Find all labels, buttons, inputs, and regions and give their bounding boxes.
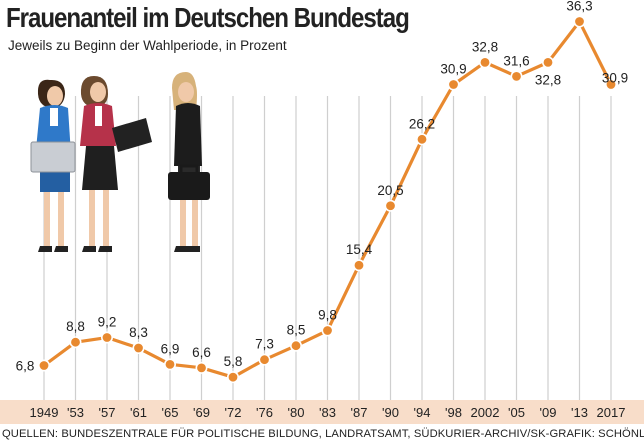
x-tick-label: '61 [130, 405, 147, 420]
x-tick-label: 1949 [30, 405, 59, 420]
data-point [321, 324, 334, 337]
data-point [101, 331, 114, 344]
data-point [573, 15, 586, 28]
x-tick-label: '94 [414, 405, 431, 420]
data-label: 7,3 [255, 337, 274, 352]
data-label: 6,8 [16, 359, 35, 374]
businesswoman-with-briefcase-icon [168, 72, 210, 252]
x-tick-label: '13 [571, 405, 588, 420]
x-tick-label: '09 [540, 405, 557, 420]
x-tick-label: '87 [351, 405, 368, 420]
data-points [37, 15, 617, 384]
data-point [37, 359, 50, 372]
data-point [289, 339, 302, 352]
x-tick-label: '76 [256, 405, 273, 420]
data-label: 5,8 [224, 354, 243, 369]
x-tick-label: '57 [99, 405, 116, 420]
x-tick-label: '69 [193, 405, 210, 420]
data-point [258, 353, 271, 366]
x-tick-label: '98 [445, 405, 462, 420]
data-point [415, 133, 428, 146]
data-label: 20,5 [377, 183, 403, 198]
businesswoman-with-tablet-icon [80, 76, 152, 252]
data-label: 9,8 [318, 308, 337, 323]
x-tick-label: 2017 [597, 405, 626, 420]
x-tick-label: 2002 [471, 405, 500, 420]
data-point [352, 259, 365, 272]
businesswomen-illustration [30, 72, 210, 252]
x-tick-label: '53 [67, 405, 84, 420]
x-axis-band [0, 400, 644, 424]
data-point [604, 78, 617, 91]
x-tick-label: '72 [225, 405, 242, 420]
data-label: 36,3 [566, 0, 592, 14]
x-tick-labels: 1949 '53 '57 '61 '65 '69 '72 '76 '80 '83 '87 '90 '94… [30, 405, 626, 420]
data-point [164, 358, 177, 371]
data-point [384, 199, 397, 212]
data-point [541, 56, 554, 69]
data-label: 9,2 [98, 315, 117, 330]
data-point [195, 361, 208, 374]
data-point [227, 371, 240, 384]
x-tick-label: '83 [319, 405, 336, 420]
data-label: 26,2 [409, 116, 435, 131]
chart-title: Frauenanteil im Deutschen Bundestag [6, 2, 410, 33]
data-label: 6,6 [192, 345, 211, 360]
x-tick-label: '90 [382, 405, 399, 420]
data-label: 31,6 [503, 53, 529, 68]
data-point [132, 342, 145, 355]
x-tick-label: '05 [508, 405, 525, 420]
businesswoman-with-laptop-icon [30, 79, 76, 252]
chart-subtitle: Jeweils zu Beginn der Wahlperiode, in Pr… [8, 38, 287, 53]
data-label: 8,5 [287, 323, 306, 338]
data-label: 8,3 [129, 325, 148, 340]
source-note: QUELLEN: BUNDESZENTRALE FÜR POLITISCHE B… [2, 428, 644, 440]
data-point [69, 336, 82, 349]
x-tick-label: '65 [162, 405, 179, 420]
data-label: 8,8 [66, 319, 85, 334]
data-label: 30,9 [440, 62, 466, 77]
data-point [510, 70, 523, 83]
x-tick-label: '80 [288, 405, 305, 420]
data-point [478, 56, 491, 69]
data-label: 15,4 [346, 242, 373, 257]
data-label: 32,8 [472, 39, 498, 54]
data-point [447, 78, 460, 91]
data-label: 6,9 [161, 341, 180, 356]
data-label: 32,8 [535, 72, 561, 87]
data-label: 30,9 [602, 71, 628, 86]
data-labels: 6,8 8,8 9,2 8,3 6,9 6,6 5,8 7,3 8,5 9,8 15,4 20,5 26… [16, 0, 629, 374]
